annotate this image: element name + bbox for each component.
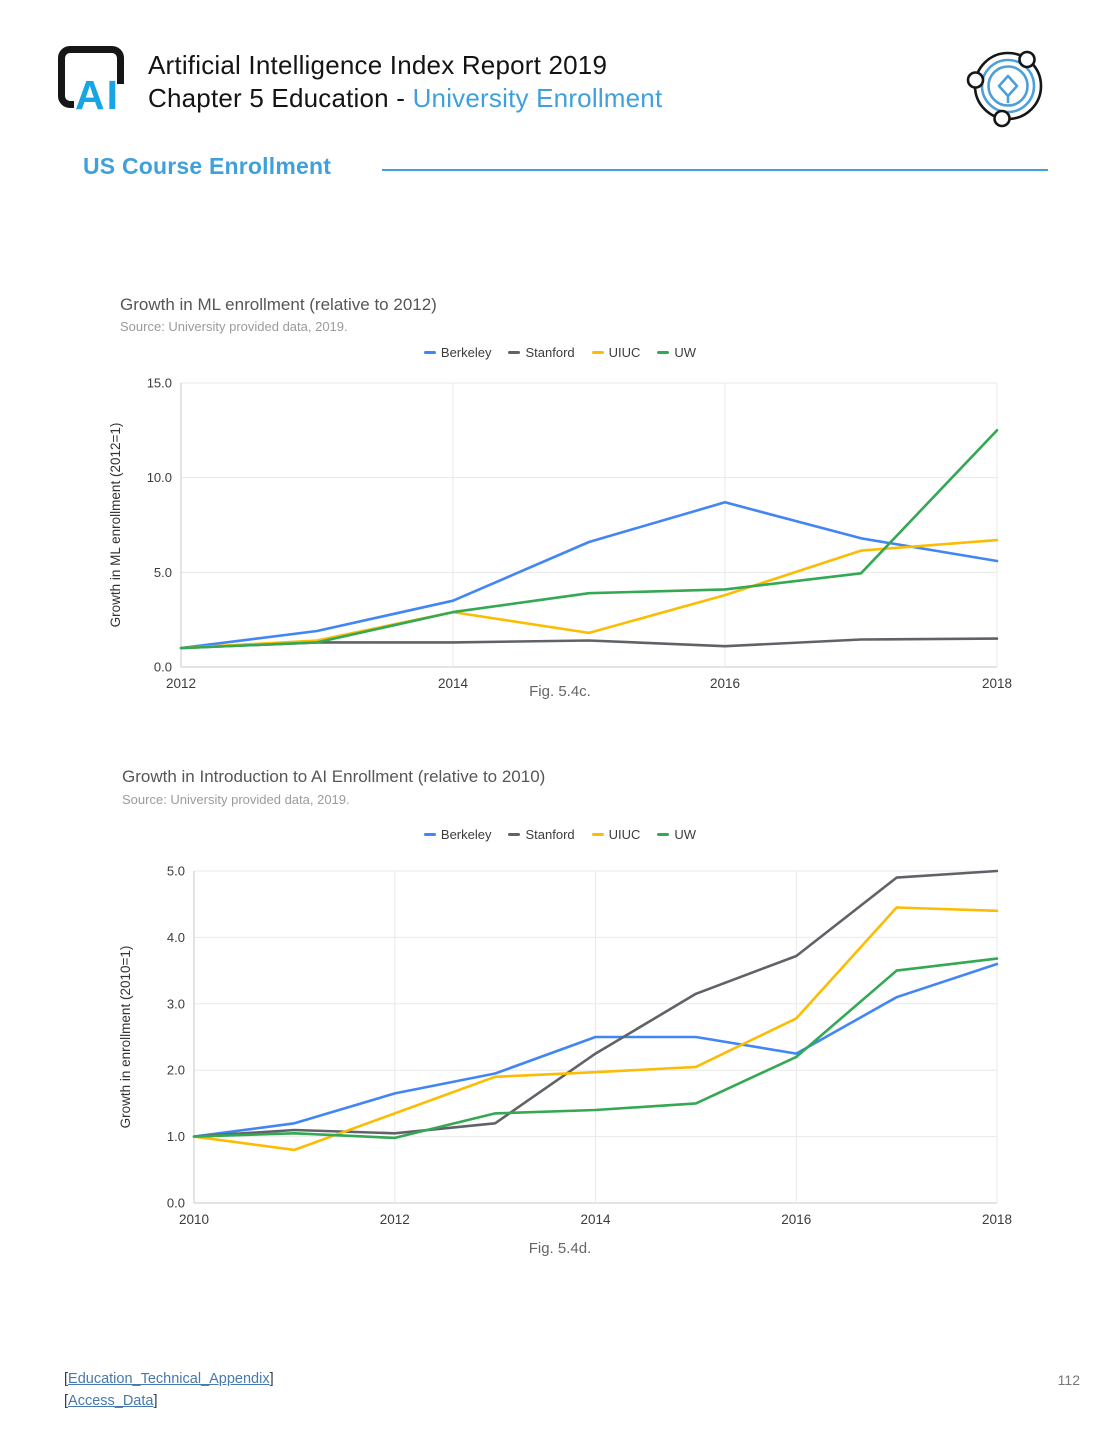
y-tick-label: 1.0 (167, 1129, 185, 1144)
y-tick-label: 10.0 (147, 470, 172, 485)
logo-ai-text: AI (75, 72, 120, 118)
footer-links: [Education_Technical_Appendix] [Access_D… (64, 1368, 274, 1412)
legend-dash-icon (423, 351, 436, 354)
series-line-uw (179, 428, 999, 650)
series-line-uw (192, 957, 999, 1140)
legend-item-uw: UW (657, 827, 696, 842)
legend-dash-icon (657, 351, 670, 354)
ai-enrollment-line-chart: 0.0 1.0 2.0 3.0 4.0 5.0 2010 2012 2014 2016 2018 Gr… (118, 864, 1012, 1228)
y-axis-title: Growth in ML enrollment (2012=1) (108, 423, 123, 628)
legend-item-stanford: Stanford (508, 827, 575, 842)
y-tick-label: 2.0 (167, 1063, 185, 1078)
bracket-open: [ (64, 1371, 69, 1387)
chart-title-ai: Growth in Introduction to AI Enrollment … (122, 767, 546, 786)
x-tick-label: 2014 (580, 1212, 611, 1227)
legend-dash-icon (508, 833, 521, 836)
y-tick-label: 4.0 (167, 930, 185, 945)
x-tick-label: 2018 (982, 676, 1012, 691)
report-title: Artificial Intelligence Index Report 201… (148, 50, 608, 80)
legend-item-uiuc: UIUC (591, 827, 641, 842)
page-number: 112 (1057, 1372, 1080, 1388)
footer-link-row: [Education_Technical_Appendix] (64, 1368, 274, 1390)
bracket-close: ] (269, 1371, 274, 1387)
y-tick-label: 5.0 (167, 864, 185, 879)
legend-label: UW (674, 345, 697, 360)
bracket-close: ] (153, 1393, 158, 1409)
y-tick-label: 3.0 (167, 996, 185, 1011)
access-data-link[interactable]: Access_Data (68, 1393, 154, 1409)
report-header: Artificial Intelligence Index Report 201… (148, 49, 662, 115)
y-tick-label: 0.0 (154, 660, 172, 675)
footer-link-row: [Access_Data] (64, 1390, 274, 1412)
education-technical-appendix-link[interactable]: Education_Technical_Appendix (68, 1371, 270, 1387)
legend-label: UIUC (608, 827, 641, 842)
x-tick-label: 2010 (179, 1212, 209, 1227)
series-line-berkeley (179, 501, 999, 650)
section-rule (382, 169, 1048, 171)
chart-source-ml: Source: University provided data, 2019. (120, 319, 348, 334)
x-tick-label: 2016 (781, 1212, 811, 1227)
legend-dash-icon (657, 833, 670, 836)
ai-index-logo: AI (58, 46, 138, 118)
legend-dash-icon (508, 351, 521, 354)
y-tick-label: 5.0 (154, 565, 172, 580)
section-title: US Course Enrollment (83, 153, 332, 179)
y-tick-label: 0.0 (167, 1196, 185, 1211)
x-tick-label: 2016 (710, 676, 740, 691)
x-tick-label: 2018 (982, 1212, 1012, 1227)
series-line-berkeley (192, 962, 999, 1138)
chart-title-ml: Growth in ML enrollment (relative to 201… (120, 295, 437, 314)
bracket-open: [ (64, 1393, 69, 1409)
legend-label: Berkeley (440, 345, 492, 360)
x-tick-label: 2012 (380, 1212, 410, 1227)
legend-label: UIUC (608, 345, 641, 360)
y-tick-label: 15.0 (147, 376, 172, 391)
orbit-logo-icon (966, 50, 1043, 128)
series-line-stanford (192, 869, 999, 1138)
x-tick-label: 2012 (166, 676, 196, 691)
chart-legend-ml: Berkeley Stanford UIUC UW (100, 345, 1020, 360)
legend-item-stanford: Stanford (508, 345, 575, 360)
legend-item-berkeley: Berkeley (423, 345, 492, 360)
fig-caption-54d: Fig. 5.4d. (528, 1240, 592, 1257)
legend-label: Berkeley (440, 827, 492, 842)
fig-caption-54c: Fig. 5.4c. (529, 683, 591, 700)
legend-label: Stanford (525, 827, 575, 842)
legend-label: Stanford (525, 345, 575, 360)
legend-item-uw: UW (657, 345, 696, 360)
series-line-uiuc (179, 538, 999, 650)
chart-legend-ai: Berkeley Stanford UIUC UW (100, 827, 1020, 842)
series-line-uiuc (192, 906, 999, 1152)
legend-dash-icon (591, 833, 604, 836)
ml-enrollment-line-chart: 0.0 5.0 10.0 15.0 2012 2014 2016 2018 Growth in … (108, 376, 1012, 692)
y-axis-title: Growth in enrollment (2010=1) (118, 946, 133, 1129)
x-tick-label: 2014 (438, 676, 469, 691)
legend-item-berkeley: Berkeley (423, 827, 492, 842)
chapter-subtitle: Chapter 5 Education - University Enrollm… (148, 83, 663, 113)
legend-item-uiuc: UIUC (591, 345, 641, 360)
legend-dash-icon (423, 833, 436, 836)
legend-label: UW (674, 827, 697, 842)
legend-dash-icon (591, 351, 604, 354)
chart-source-ai: Source: University provided data, 2019. (122, 792, 350, 807)
chapter-subtitle-accent: University Enrollment (412, 83, 663, 113)
